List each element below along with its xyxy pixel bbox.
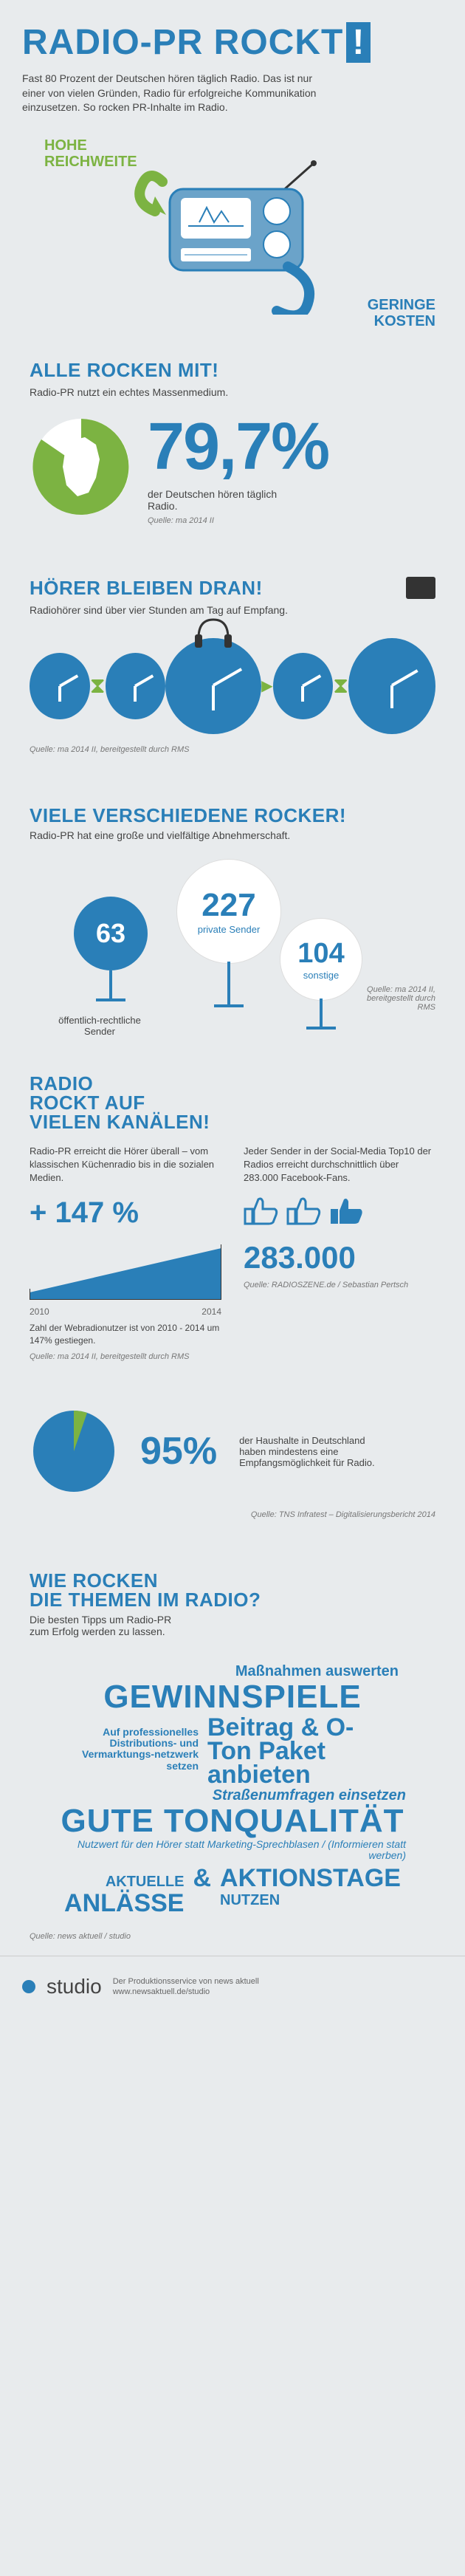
clock-icon bbox=[273, 653, 334, 719]
channels-left: Radio-PR erreicht die Hörer überall – vo… bbox=[30, 1145, 221, 1363]
fb-stat-value: 283.000 bbox=[244, 1236, 435, 1280]
radio-icon bbox=[133, 152, 340, 315]
wc-item: GUTE TONQUALITÄT bbox=[37, 1803, 428, 1839]
wc-item: Nutzwert für den Hörer statt Marketing-S… bbox=[37, 1839, 428, 1862]
source-text: Quelle: news aktuell / studio bbox=[30, 1932, 435, 1941]
channels-right: Jeder Sender in der Social-Media Top10 d… bbox=[244, 1145, 435, 1292]
reach-line1: HOHE bbox=[44, 137, 87, 154]
wc-item: ANLÄSSE bbox=[64, 1889, 184, 1917]
section-title: VIELE VERSCHIEDENE ROCKER! bbox=[30, 806, 435, 825]
section-topics: WIE ROCKEN DIE THEMEN IM RADIO? Die best… bbox=[0, 1556, 465, 1956]
header: RADIO-PR ROCKT! Fast 80 Prozent der Deut… bbox=[0, 0, 465, 123]
thumb-icon bbox=[244, 1196, 280, 1225]
intro-text: Fast 80 Prozent der Deutschen hören tägl… bbox=[22, 72, 332, 115]
source-text: Quelle: ma 2014 II, bereitgestellt durch… bbox=[347, 985, 435, 1012]
wc-item: AKTIONSTAGE bbox=[220, 1864, 401, 1892]
infographic-root: RADIO-PR ROCKT! Fast 80 Prozent der Deut… bbox=[0, 0, 465, 2017]
sender-num: 227 bbox=[202, 887, 255, 924]
section-listeners: HÖRER BLEIBEN DRAN! Radiohörer sind über… bbox=[0, 562, 465, 769]
household-pie-chart bbox=[30, 1407, 118, 1496]
footer-line2: www.newsaktuell.de/studio bbox=[113, 1987, 210, 1996]
right-text: Jeder Sender in der Social-Media Top10 d… bbox=[244, 1145, 435, 1185]
household-desc: der Haushalte in Deutschland haben minde… bbox=[239, 1435, 387, 1468]
source-text: Quelle: ma 2014 II, bereitgestellt durch… bbox=[30, 745, 435, 754]
wc-item: GEWINNSPIELE bbox=[37, 1679, 428, 1715]
footer-line1: Der Produktionsservice von news aktuell bbox=[113, 1977, 259, 1986]
reach-line2: REICHWEITE bbox=[44, 154, 137, 170]
thumb-icon bbox=[329, 1196, 366, 1225]
source-text: Quelle: TNS Infratest – Digitalisierungs… bbox=[30, 1510, 435, 1519]
sender-label: öffentlich-rechtliche Sender bbox=[52, 1015, 148, 1037]
footer: studio Der Produktionsservice von news a… bbox=[0, 1956, 465, 2017]
sender-circle-public: 63 bbox=[74, 897, 148, 970]
years-axis: 2010 2014 bbox=[30, 1306, 221, 1318]
wc-item: Straßenumfragen einsetzen bbox=[37, 1787, 428, 1803]
wc-item: Beitrag & O-Ton Paket anbieten bbox=[207, 1716, 385, 1787]
title-text: RADIO-PR ROCKT bbox=[22, 23, 343, 62]
footer-logo: studio bbox=[46, 1975, 102, 1998]
section-title: ALLE ROCKEN MIT! bbox=[30, 359, 435, 382]
growth-value: + 147 % bbox=[30, 1192, 221, 1233]
source-text: Quelle: RADIOSZENE.de / Sebastian Pertsc… bbox=[244, 1280, 435, 1291]
area-chart bbox=[30, 1241, 221, 1300]
t2: DIE THEMEN IM RADIO? bbox=[30, 1589, 261, 1611]
small-radio-icon bbox=[406, 577, 435, 599]
section-household: 95% der Haushalte in Deutschland haben m… bbox=[0, 1377, 465, 1534]
germany-pie-chart bbox=[30, 415, 133, 518]
section-rockers: VIELE VERSCHIEDENE ROCKER! Radio-PR hat … bbox=[0, 791, 465, 1059]
clock-icon bbox=[30, 653, 90, 719]
cost-label: GERINGE KOSTEN bbox=[368, 297, 435, 329]
clocks-visual: ⧗ ▶ ⧗ bbox=[30, 627, 435, 745]
section-title: HÖRER BLEIBEN DRAN! bbox=[30, 577, 435, 600]
title-exclamation: ! bbox=[346, 22, 371, 63]
hourglass-icon: ⧗ bbox=[90, 674, 106, 699]
section-subtitle: Radio-PR hat eine große und vielfältige … bbox=[30, 829, 435, 841]
section-channels: RADIO ROCKT AUF VIELEN KANÄLEN! Radio-PR… bbox=[0, 1059, 465, 1378]
cost-line1: GERINGE bbox=[368, 297, 435, 313]
radio-illustration: HOHE REICHWEITE GERINGE KOSTEN bbox=[0, 123, 465, 344]
wc-item: AKTUELLE bbox=[64, 1874, 184, 1890]
wc-item: Auf professionelles Distributions- und V… bbox=[80, 1727, 199, 1772]
mass-stat-value: 79,7% bbox=[148, 409, 328, 485]
footer-text: Der Produktionsservice von news aktuell … bbox=[113, 1976, 259, 1998]
play-icon: ▶ bbox=[261, 676, 272, 695]
source-text: Quelle: ma 2014 II bbox=[148, 516, 328, 525]
thumbs-icons bbox=[244, 1196, 435, 1225]
word-cloud: Maßnahmen auswerten GEWINNSPIELE Auf pro… bbox=[30, 1648, 435, 1932]
section-mass-medium: ALLE ROCKEN MIT! Radio-PR nutzt ein echt… bbox=[0, 344, 465, 540]
cost-line2: KOSTEN bbox=[374, 313, 435, 329]
sender-num: 63 bbox=[96, 918, 125, 949]
wc-item: NUTZEN bbox=[220, 1892, 401, 1908]
source-text: Quelle: ma 2014 II, bereitgestellt durch… bbox=[30, 1352, 221, 1363]
section-title: WIE ROCKEN DIE THEMEN IM RADIO? bbox=[30, 1571, 435, 1609]
sender-circle-private: 227 private Sender bbox=[177, 860, 280, 963]
household-percent: 95% bbox=[140, 1429, 217, 1473]
reach-label: HOHE REICHWEITE bbox=[44, 137, 137, 170]
hourglass-icon: ⧗ bbox=[333, 674, 348, 699]
sender-label: private Sender bbox=[198, 924, 261, 935]
sender-num: 104 bbox=[297, 938, 344, 970]
sender-label: sonstige bbox=[303, 970, 339, 981]
left-text: Radio-PR erreicht die Hörer überall – vo… bbox=[30, 1145, 221, 1185]
wc-amp: & bbox=[193, 1865, 211, 1892]
section-subtitle: Die besten Tipps um Radio-PR zum Erfolg … bbox=[30, 1614, 192, 1637]
t3: VIELEN KANÄLEN! bbox=[30, 1111, 210, 1133]
section-title: RADIO ROCKT AUF VIELEN KANÄLEN! bbox=[30, 1074, 435, 1131]
section-subtitle: Radio-PR nutzt ein echtes Massenmedium. bbox=[30, 386, 435, 398]
thumb-icon bbox=[286, 1196, 323, 1225]
title-text: VIELE VERSCHIEDENE ROCKER! bbox=[30, 804, 346, 826]
mass-stat-desc: der Deutschen hören täglich Radio. bbox=[148, 488, 280, 512]
clock-icon bbox=[106, 653, 166, 719]
growth-caption: Zahl der Webradionutzer ist von 2010 - 2… bbox=[30, 1322, 221, 1347]
footer-dot-icon bbox=[22, 1980, 35, 1993]
year-end: 2014 bbox=[202, 1306, 221, 1318]
clock-icon bbox=[348, 638, 435, 734]
year-start: 2010 bbox=[30, 1306, 49, 1318]
main-title: RADIO-PR ROCKT! bbox=[22, 22, 443, 63]
wc-item: Maßnahmen auswerten bbox=[37, 1663, 428, 1679]
headphones-icon bbox=[191, 612, 235, 657]
